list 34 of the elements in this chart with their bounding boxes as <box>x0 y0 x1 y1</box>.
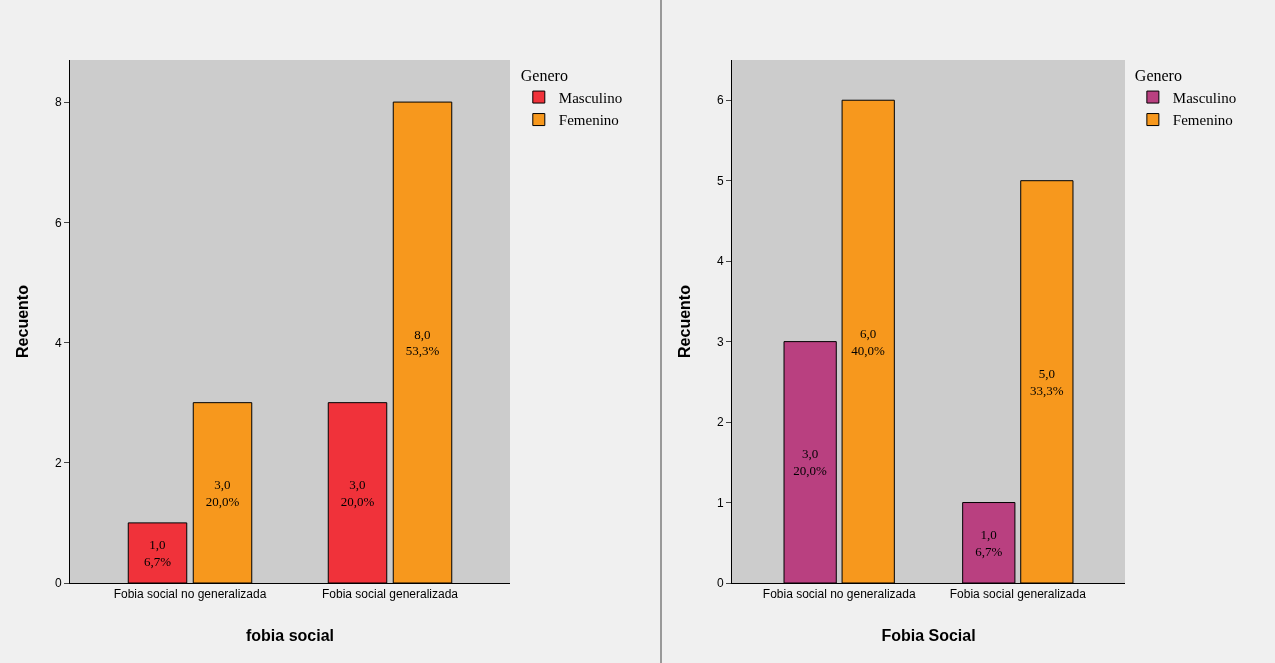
y-axis-title: Recuento <box>676 284 693 358</box>
y-tick-label: 1 <box>716 495 724 510</box>
x-tick-label: Fobia social generalizada <box>321 587 459 602</box>
y-tick-label: 4 <box>54 335 62 350</box>
x-axis-title: Fobia Social <box>881 627 976 644</box>
legend-title: Genero <box>520 66 568 84</box>
data-label: 5,0 33,3% <box>1029 365 1064 398</box>
y-tick-label: 6 <box>54 215 62 230</box>
y-tick-label: 3 <box>716 334 724 349</box>
data-label: 3,0 20,0% <box>340 476 375 509</box>
y-tick-label: 5 <box>716 173 724 188</box>
x-tick-label: Fobia social no generalizada <box>762 587 916 602</box>
legend-label: Femenino <box>558 112 619 129</box>
data-label: 1,0 6,7% <box>143 536 172 569</box>
y-tick-label: 6 <box>716 93 724 108</box>
y-tick-label: 8 <box>54 95 62 110</box>
legend-title: Genero <box>1134 66 1182 84</box>
x-tick-label: Fobia social no generalizada <box>113 587 267 602</box>
legend-label: Femenino <box>1172 112 1233 129</box>
y-tick-label: 0 <box>716 576 724 591</box>
y-tick-label: 4 <box>716 254 724 269</box>
y-tick-label: 2 <box>716 415 724 430</box>
data-label: 8,0 53,3% <box>405 326 440 359</box>
y-tick-label: 2 <box>54 455 62 470</box>
x-axis-title: fobia social <box>245 627 335 644</box>
x-tick-label: Fobia social generalizada <box>949 587 1087 602</box>
data-label: 3,0 20,0% <box>205 476 240 509</box>
legend-label: Masculino <box>558 89 623 106</box>
data-label: 3,0 20,0% <box>793 446 828 479</box>
legend-label: Masculino <box>1172 89 1237 106</box>
data-label: 1,0 6,7% <box>975 526 1003 559</box>
data-label: 6,0 40,0% <box>851 325 886 358</box>
y-tick-label: 0 <box>54 576 62 591</box>
y-axis-title: Recuento <box>14 284 31 358</box>
